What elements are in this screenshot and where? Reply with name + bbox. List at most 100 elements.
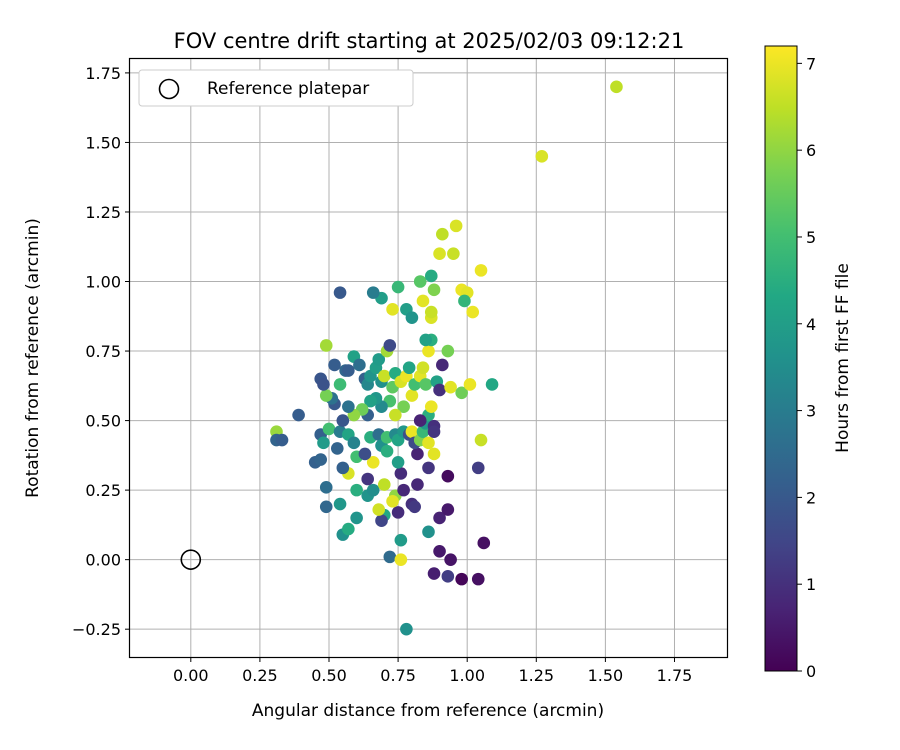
data-point: [391, 506, 405, 519]
data-point: [342, 522, 355, 536]
colorbar-gradient: [764, 45, 798, 672]
colorbar-tick-label: 6: [806, 141, 816, 160]
y-tick-label: 1.00: [85, 273, 121, 292]
data-point: [319, 500, 333, 514]
data-point: [389, 408, 402, 422]
data-point: [449, 219, 463, 233]
data-point: [394, 467, 408, 480]
x-tick-label: 1.75: [657, 666, 693, 685]
data-points: [270, 80, 623, 636]
data-point: [405, 389, 419, 402]
data-point: [394, 553, 408, 566]
data-point: [427, 283, 441, 297]
x-tick-label: 0.00: [173, 666, 209, 685]
data-point: [333, 378, 347, 391]
data-point: [433, 247, 446, 260]
chart-title: FOV centre drift starting at 2025/02/03 …: [174, 29, 685, 53]
data-point: [333, 497, 347, 511]
data-point: [292, 408, 305, 422]
data-point: [436, 358, 449, 372]
data-point: [328, 358, 341, 372]
data-point: [474, 433, 488, 447]
data-point: [444, 553, 457, 566]
colorbar-tick-label: 7: [806, 54, 816, 73]
data-point: [422, 461, 435, 475]
data-point: [433, 545, 446, 558]
data-point: [610, 80, 623, 94]
data-point: [441, 344, 455, 358]
y-tick-label: −0.25: [72, 620, 121, 639]
data-point: [416, 361, 430, 375]
data-point: [455, 386, 468, 400]
data-point: [336, 414, 350, 427]
data-point: [535, 150, 549, 163]
data-point: [441, 469, 455, 483]
data-point: [336, 461, 350, 475]
data-point: [458, 294, 471, 308]
y-tick-label: 1.50: [85, 133, 121, 152]
data-point: [317, 378, 330, 391]
data-point: [322, 422, 336, 436]
colorbar-tick-label: 4: [806, 315, 816, 334]
data-point: [391, 456, 405, 469]
data-point: [361, 472, 374, 486]
data-point: [474, 264, 488, 277]
x-tick-label: 0.50: [311, 666, 347, 685]
data-point: [422, 525, 435, 539]
data-point: [377, 369, 391, 383]
legend-box: [138, 69, 414, 107]
y-axis-ticks: −0.25 0.00 0.25 0.50 0.75 1.00 1.25 1.50 1.75: [72, 64, 130, 639]
colorbar: 0 1 2 3 4 5 6 7 Hours from first FF file: [764, 45, 853, 681]
legend-label: Reference platepar: [207, 79, 369, 99]
data-point: [319, 389, 333, 402]
data-point: [358, 447, 372, 461]
data-point: [463, 378, 477, 391]
data-point: [319, 339, 333, 352]
data-point: [477, 536, 491, 550]
y-tick-label: 0.00: [85, 551, 121, 570]
data-point: [347, 436, 361, 450]
data-point: [413, 414, 427, 427]
data-point: [380, 444, 394, 458]
data-point: [364, 394, 377, 408]
data-point: [447, 247, 460, 260]
data-point: [397, 483, 410, 497]
data-point: [424, 269, 438, 283]
x-axis-ticks: 0.00 0.25 0.50 0.75 1.00 1.25 1.50 1.75: [173, 657, 692, 685]
data-point: [419, 378, 433, 391]
data-point: [408, 500, 421, 514]
data-point: [333, 286, 347, 299]
legend: Reference platepar: [138, 69, 414, 107]
colorbar-tick-label: 3: [806, 402, 816, 421]
data-point: [319, 481, 333, 494]
data-point: [397, 400, 410, 413]
data-point: [391, 280, 405, 294]
data-point: [405, 311, 419, 324]
data-point: [485, 378, 499, 391]
data-point: [427, 425, 441, 439]
data-point: [372, 353, 386, 366]
y-tick-label: 1.75: [85, 64, 121, 83]
colorbar-label: Hours from first FF file: [833, 263, 853, 453]
data-point: [394, 533, 408, 547]
data-point: [400, 622, 413, 636]
data-point: [466, 305, 480, 319]
data-point: [353, 358, 366, 372]
x-axis-label: Angular distance from reference (arcmin): [252, 701, 604, 721]
data-point: [342, 400, 355, 413]
data-point: [433, 383, 446, 397]
y-axis-label: Rotation from reference (arcmin): [23, 218, 43, 498]
data-point: [372, 503, 386, 516]
data-point: [444, 380, 457, 394]
data-point: [350, 511, 363, 525]
data-point: [427, 447, 441, 461]
data-point: [383, 339, 397, 352]
x-tick-label: 1.25: [518, 666, 554, 685]
data-point: [314, 453, 328, 466]
data-point: [416, 294, 430, 308]
x-tick-label: 1.50: [588, 666, 624, 685]
data-point: [424, 305, 438, 319]
data-point: [366, 483, 380, 497]
data-point: [317, 436, 330, 450]
